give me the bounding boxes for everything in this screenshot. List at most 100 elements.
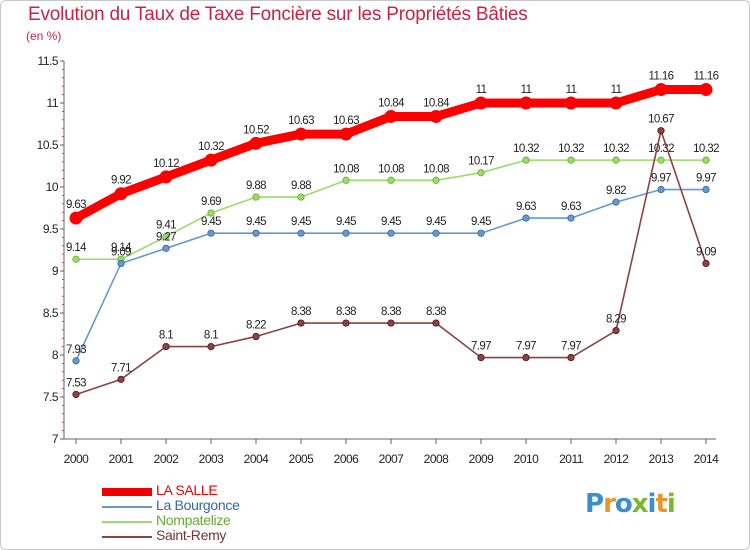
legend-label-la-bourgonce: La Bourgonce (156, 497, 240, 513)
data-label: 7.97 (516, 341, 536, 353)
data-point (432, 176, 440, 184)
legend-label-saint-remy: Saint-Remy (156, 527, 227, 543)
data-point (564, 96, 578, 110)
data-label: 9.45 (471, 216, 491, 228)
data-label: 9.82 (606, 185, 626, 197)
data-point (387, 229, 395, 237)
data-point (387, 319, 395, 327)
logo-letter: r (603, 489, 616, 519)
data-label: 9.27 (156, 231, 176, 243)
x-tick-label: 2013 (649, 452, 675, 466)
data-label: 7.97 (471, 341, 491, 353)
data-point (117, 259, 125, 268)
x-tick-label: 2001 (109, 452, 135, 466)
y-tick-label: 10.5 (37, 138, 59, 152)
data-label: 9.63 (561, 201, 581, 213)
data-point (699, 83, 713, 97)
data-label: 9.63 (66, 199, 86, 211)
logo-letter: i (666, 489, 676, 519)
logo-letter: o (614, 489, 633, 519)
data-point (249, 136, 263, 150)
data-point (522, 353, 530, 362)
data-point (702, 156, 710, 164)
x-tick-label: 2011 (559, 452, 584, 466)
data-point (297, 229, 305, 237)
logo-letter: i (647, 489, 657, 519)
data-point (702, 185, 710, 194)
data-label: 8.38 (291, 306, 311, 318)
data-label: 10.08 (378, 163, 404, 175)
data-label: 10.32 (693, 143, 719, 155)
data-label: 9.45 (291, 216, 311, 228)
data-point (612, 327, 620, 335)
y-tick-label: 7.5 (43, 390, 59, 404)
data-label: 9.63 (516, 201, 536, 213)
data-point (342, 229, 350, 237)
data-label: 9.45 (336, 216, 356, 228)
data-label: 9.69 (201, 196, 221, 208)
data-point (657, 156, 665, 164)
data-point (384, 109, 398, 123)
y-tick-label: 7 (52, 432, 59, 446)
data-label: 10.32 (648, 143, 674, 155)
data-point (72, 390, 80, 399)
logo-letter: P (585, 489, 604, 519)
data-point (432, 319, 440, 327)
y-tick-label: 9 (52, 264, 59, 278)
series-saint-remy: 7.537.718.1 8.18.228.38 8.38 8.38 8.387.97 7.… (66, 114, 717, 399)
data-point (252, 332, 260, 341)
x-tick-label: 2014 (694, 452, 720, 466)
data-point (567, 214, 575, 222)
data-point (204, 153, 218, 167)
data-label: 9.88 (291, 180, 311, 192)
x-tick-label: 2002 (154, 452, 180, 466)
data-label: 9.09 (696, 246, 716, 258)
logo-letter: t (655, 489, 667, 519)
x-tick-label: 2006 (334, 452, 360, 466)
data-label: 11 (611, 84, 622, 96)
series-la-salle: 9.63 9.92 10.12 10.32 10.52 10.63 10.63 10.84 10… (66, 71, 719, 225)
data-label: 10.63 (288, 115, 314, 127)
data-label: 10.12 (153, 158, 179, 170)
y-tick-label: 9.5 (43, 222, 59, 236)
data-label: 7.97 (561, 341, 581, 353)
data-label: 9.97 (651, 173, 671, 185)
data-point (387, 176, 395, 184)
data-point (612, 156, 620, 164)
proxiti-logo: Proxiti (585, 489, 676, 519)
data-label: 9.45 (201, 216, 221, 228)
data-label: 9.45 (426, 216, 446, 228)
data-point (432, 229, 440, 237)
data-point (657, 185, 665, 194)
data-label: 10.17 (468, 156, 494, 168)
data-label: 8.38 (426, 306, 446, 318)
data-point (207, 342, 215, 351)
logo-letter: x (631, 489, 649, 519)
data-point (69, 211, 83, 225)
data-point (162, 244, 170, 252)
data-label: 10.08 (423, 163, 449, 175)
data-label: 7.53 (66, 377, 86, 389)
data-point (342, 319, 350, 327)
data-label: 9.97 (696, 173, 716, 185)
y-tick-label: 8.5 (43, 306, 59, 320)
y-tick-label: 8 (52, 348, 59, 362)
data-point (72, 255, 80, 263)
data-point (522, 156, 530, 164)
legend-swatch-saint-remy (102, 536, 152, 538)
data-point (522, 214, 530, 222)
legend-swatch-la-bourgonce (102, 506, 152, 508)
data-label: 7.93 (66, 344, 86, 356)
data-label: 8.1 (159, 330, 173, 342)
data-point (612, 198, 620, 206)
data-label: 9.45 (246, 216, 266, 228)
data-label: 8.38 (336, 306, 356, 318)
data-label: 11.16 (694, 71, 719, 83)
legend-label-la-salle: LA SALLE (156, 482, 218, 498)
y-tick-label: 11.5 (38, 54, 59, 68)
data-label: 10.08 (333, 163, 359, 175)
data-label: 10.67 (648, 114, 674, 126)
x-tick-label: 2000 (64, 452, 90, 466)
